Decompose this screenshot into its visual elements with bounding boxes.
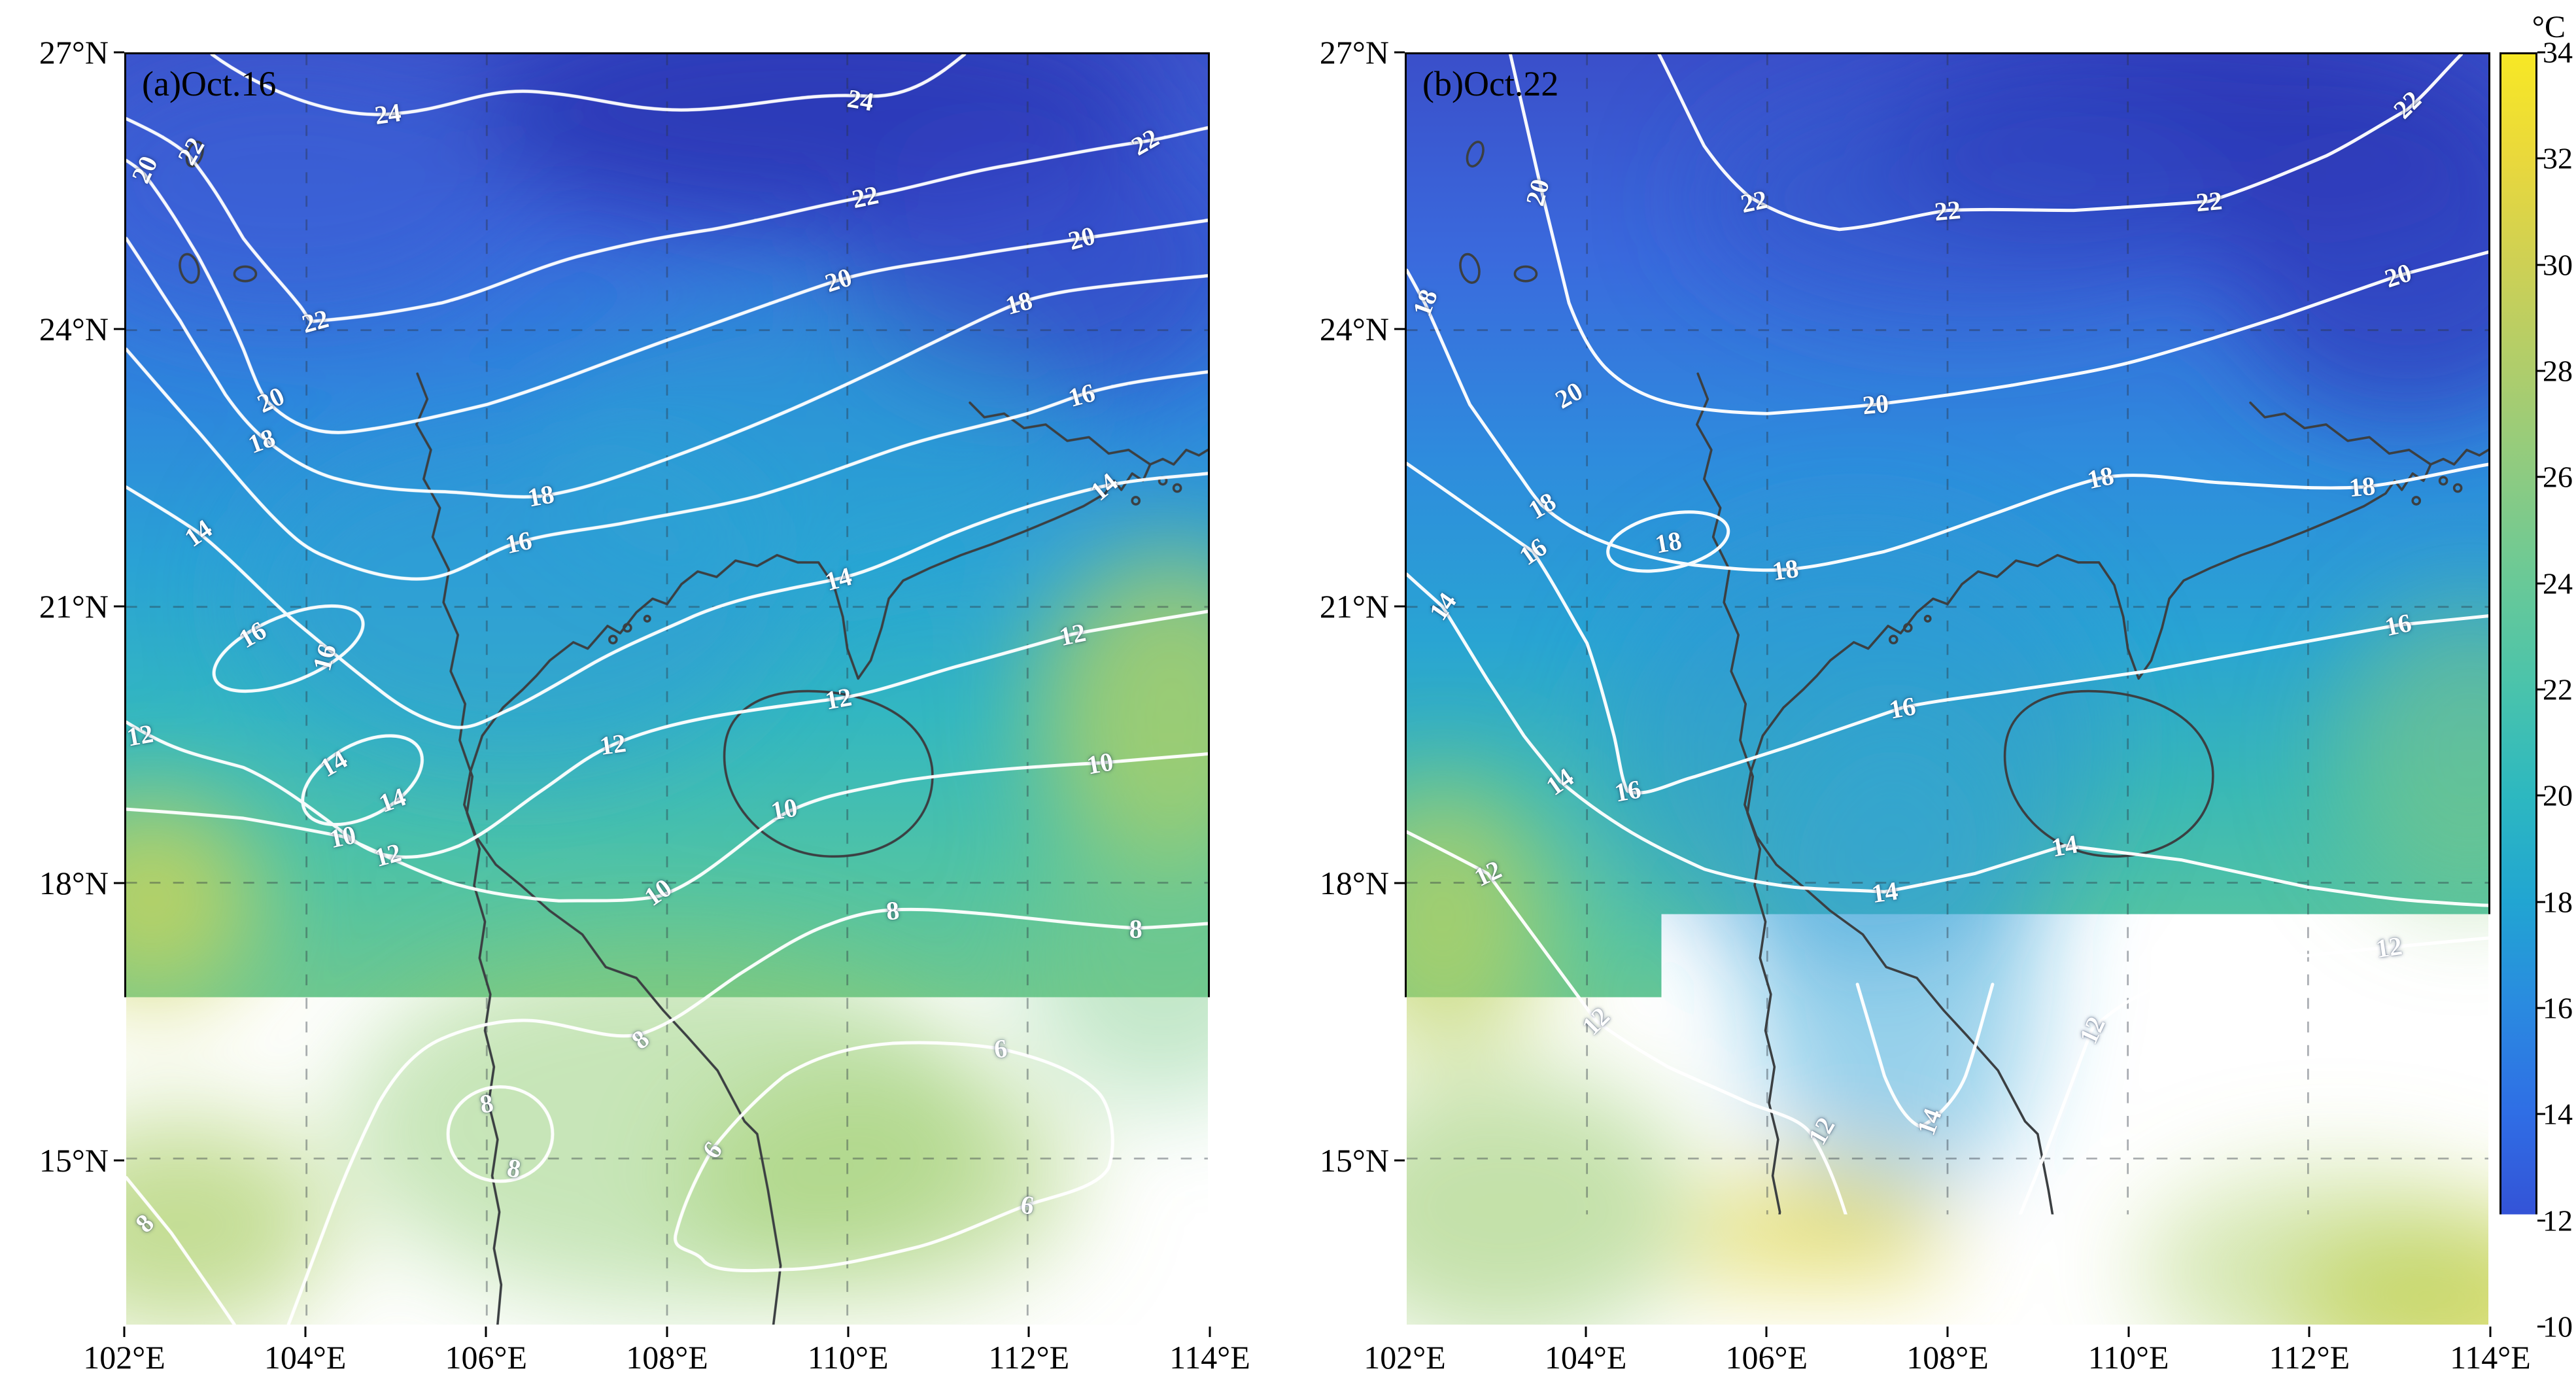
x-tick-mark [1028,1327,1030,1337]
x-tick-label: 114°E [2450,1338,2531,1373]
x-tick-mark [1585,1327,1587,1337]
colorbar-tick-label: 16 [2543,991,2573,1026]
colorbar-tick-label: 12 [2543,1203,2573,1238]
colorbar-ticks: 34 32 30 28 26 24 22 20 18 16 14 12 10 [2499,52,2575,1327]
y-tick-label: 18°N [1294,864,1389,902]
y-tick-label: 27°N [14,33,109,71]
x-tick-label: 110°E [808,1338,889,1373]
x-tick-mark [2309,1327,2310,1337]
y-tick-mark [114,882,124,884]
colorbar-tick-label: 32 [2543,141,2573,176]
colorbar: °C 34 32 30 28 26 24 22 20 18 16 14 12 10 [2499,52,2575,1327]
y-tick-label: 24°N [14,310,109,348]
y-tick-label: 15°N [1294,1141,1389,1179]
y-tick-mark [114,328,124,330]
y-tick-label: 21°N [14,587,109,625]
colorbar-tick-label: 24 [2543,566,2573,600]
colorbar-tick-label: 14 [2543,1097,2573,1132]
x-tick-mark [485,1327,487,1337]
x-tick-mark [1766,1327,1768,1337]
x-tick-label: 102°E [83,1338,165,1373]
panel-b: 20 22 22 22 22 18 20 20 20 18 16 18 18 18 18 14 16 16 14 16… [1405,52,2490,1327]
x-tick-mark [1947,1327,1949,1337]
x-axis-b: 102°E 104°E 106°E 108°E 110°E 112°E 114°E [1405,1327,2490,1373]
x-tick-mark [2127,1327,2129,1337]
figure: 20 22 24 24 22 22 22 20 20 18 16 20 18 18 16 14 14 14 16 16… [0,0,2576,1373]
x-tick-mark [124,1327,126,1337]
x-tick-mark [847,1327,849,1337]
panel-a: 20 22 24 24 22 22 22 20 20 18 16 20 18 18 16 14 14 14 16 16… [124,52,1210,1327]
x-tick-mark [1209,1327,1211,1337]
x-tick-label: 112°E [2269,1338,2350,1373]
panel-title-a: (a)Oct.16 [142,63,276,104]
y-tick-label: 24°N [1294,310,1389,348]
x-axis-a: 102°E 104°E 106°E 108°E 110°E 112°E 114°E [124,1327,1210,1373]
colorbar-tick-label: 18 [2543,884,2573,919]
colorbar-tick-label: 34 [2543,35,2573,70]
x-tick-label: 104°E [1545,1338,1627,1373]
y-tick-mark [114,52,124,54]
colorbar-tick-label: 28 [2543,354,2573,389]
colorbar-tick-label: 20 [2543,778,2573,813]
y-axis-a: 27°N 24°N 21°N 18°N 15°N [10,52,124,1327]
x-tick-label: 112°E [988,1338,1069,1373]
colorbar-tick-label: 10 [2543,1310,2573,1344]
y-axis-b: 27°N 24°N 21°N 18°N 15°N [1290,52,1405,1327]
y-tick-mark [1394,605,1405,607]
x-tick-mark [1404,1327,1406,1337]
x-tick-mark [304,1327,306,1337]
colorbar-tick-label: 30 [2543,247,2573,282]
x-tick-label: 102°E [1364,1338,1446,1373]
x-tick-label: 108°E [626,1338,708,1373]
y-tick-mark [1394,328,1405,330]
y-tick-mark [1394,1159,1405,1161]
x-tick-mark [666,1327,668,1337]
map-plot-b: 20 22 22 22 22 18 20 20 20 18 16 18 18 18 18 14 16 16 14 16… [1405,52,2490,1327]
x-tick-label: 110°E [2088,1338,2169,1373]
x-tick-label: 108°E [1906,1338,1989,1373]
x-tick-label: 106°E [445,1338,528,1373]
y-tick-label: 21°N [1294,587,1389,625]
y-tick-mark [114,1159,124,1161]
panel-title-b: (b)Oct.22 [1422,63,1558,104]
x-tick-label: 106°E [1726,1338,1808,1373]
temperature-field-a [126,54,1208,1325]
temperature-field-b [1407,54,2488,1325]
y-tick-label: 27°N [1294,33,1389,71]
colorbar-tick-label: 22 [2543,672,2573,707]
y-tick-mark [1394,882,1405,884]
colorbar-tick-label: 26 [2543,460,2573,495]
x-tick-mark [2490,1327,2492,1337]
x-tick-label: 104°E [264,1338,347,1373]
map-plot-a: 20 22 24 24 22 22 22 20 20 18 16 20 18 18 16 14 14 14 16 16… [124,52,1210,1327]
y-tick-label: 18°N [14,864,109,902]
y-tick-label: 15°N [14,1141,109,1179]
y-tick-mark [114,605,124,607]
y-tick-mark [1394,52,1405,54]
x-tick-label: 114°E [1169,1338,1250,1373]
